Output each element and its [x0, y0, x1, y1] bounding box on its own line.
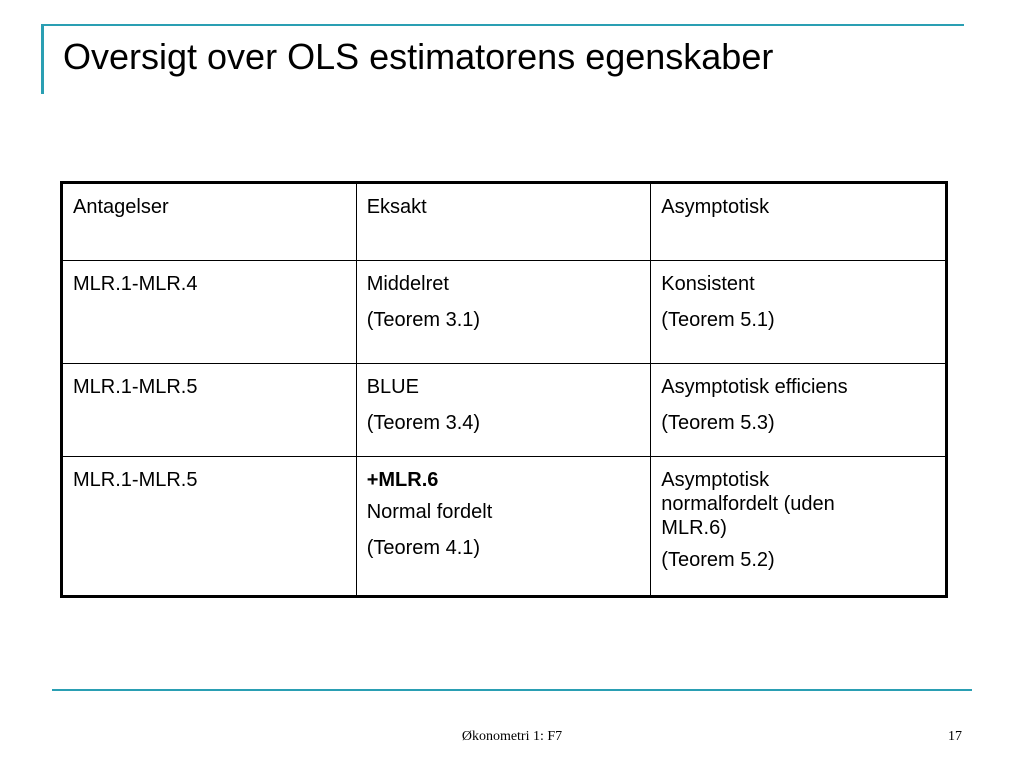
cell-exact-property: Middelret: [366, 273, 449, 295]
cell-asymptotic-theorem: (Teorem 5.2): [661, 549, 775, 571]
cell-exact: BLUE (Teorem 3.4): [355, 363, 652, 457]
cell-asymptotic-theorem: (Teorem 5.1): [661, 309, 775, 331]
cell-exact: Middelret (Teorem 3.1): [355, 260, 652, 364]
title-accent-top: [41, 24, 964, 26]
cell-asymptotic: Asymptotisk efficiens (Teorem 5.3): [650, 363, 947, 457]
cell-asymptotic: Konsistent (Teorem 5.1): [650, 260, 947, 364]
cell-asymptotic-theorem: (Teorem 5.3): [661, 412, 775, 434]
slide-title: Oversigt over OLS estimatorens egenskabe…: [63, 36, 774, 77]
cell-asymptotic-property: Asymptotisk efficiens: [661, 376, 848, 398]
cell-asymptotic-property: Asymptotisk normalfordelt (uden MLR.6): [661, 469, 835, 539]
table-row: MLR.1-MLR.5 BLUE (Teorem 3.4) Asymptotis…: [61, 363, 947, 457]
cell-exact-property: BLUE: [366, 376, 419, 398]
table-row: MLR.1-MLR.4 Middelret (Teorem 3.1) Konsi…: [61, 260, 947, 364]
cell-exact-extra-assumption: +MLR.6: [366, 469, 439, 491]
cell-exact-theorem: (Teorem 4.1): [366, 537, 481, 559]
footer-divider: [52, 689, 972, 691]
header-cell-assumptions: Antagelser: [61, 182, 357, 261]
cell-assumptions: MLR.1-MLR.4: [61, 260, 357, 364]
table-row: MLR.1-MLR.5 +MLR.6 Normal fordelt (Teore…: [61, 456, 947, 597]
cell-assumptions: MLR.1-MLR.5: [61, 456, 357, 597]
table-header-row: Antagelser Eksakt Asymptotisk: [61, 182, 947, 261]
cell-exact-theorem: (Teorem 3.4): [366, 412, 481, 434]
cell-exact-theorem: (Teorem 3.1): [366, 309, 481, 331]
properties-table: Antagelser Eksakt Asymptotisk MLR.1-MLR.…: [60, 181, 948, 598]
cell-asymptotic: Asymptotisk normalfordelt (uden MLR.6) (…: [650, 456, 947, 597]
cell-exact-property: Normal fordelt: [366, 501, 493, 523]
header-cell-asymptotic: Asymptotisk: [650, 182, 947, 261]
header-cell-exact: Eksakt: [355, 182, 652, 261]
footer-course-label: Økonometri 1: F7: [461, 729, 563, 744]
slide-number: 17: [948, 729, 962, 744]
cell-assumptions: MLR.1-MLR.5: [61, 363, 357, 457]
cell-asymptotic-property: Konsistent: [661, 273, 755, 295]
title-accent-vertical: [41, 24, 44, 94]
cell-exact: +MLR.6 Normal fordelt (Teorem 4.1): [355, 456, 652, 597]
